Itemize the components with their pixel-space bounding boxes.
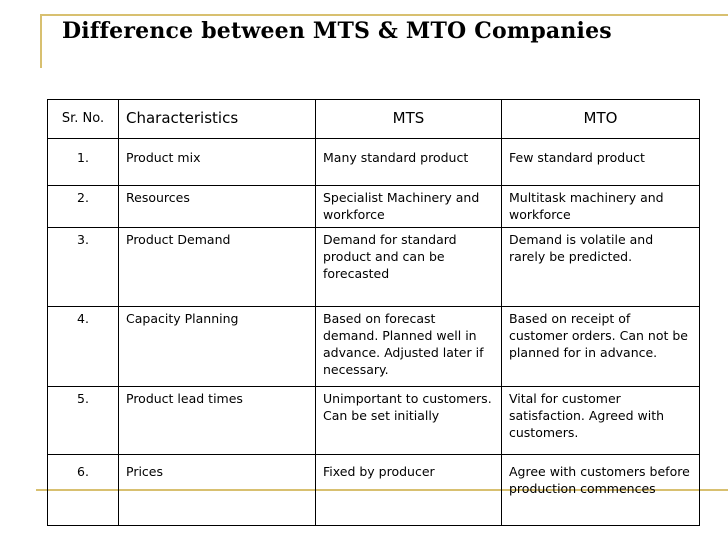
row-number: 3.	[47, 226, 119, 307]
row-mto: Demand is volatile and rarely be predict…	[501, 226, 700, 307]
row-characteristic: Product lead times	[118, 386, 316, 455]
row-mts: Many standard product	[315, 137, 502, 187]
header-sr-no: Sr. No.	[47, 99, 119, 139]
row-mto: Few standard product	[501, 137, 700, 187]
table-row: 3. Product Demand Demand for standard pr…	[47, 226, 700, 307]
row-characteristic: Product mix	[118, 137, 316, 187]
row-mto: Based on receipt of customer orders. Can…	[501, 305, 700, 388]
header-mts: MTS	[315, 99, 502, 139]
decorative-top-rule	[40, 14, 728, 16]
table-header-row: Sr. No. Characteristics MTS MTO	[47, 99, 700, 139]
row-number: 5.	[47, 386, 119, 455]
row-characteristic: Resources	[118, 185, 316, 228]
row-mts: Unimportant to customers. Can be set ini…	[315, 386, 502, 455]
row-characteristic: Capacity Planning	[118, 305, 316, 388]
slide-title: Difference between MTS & MTO Companies	[62, 18, 612, 44]
row-characteristic: Prices	[118, 453, 316, 527]
row-mts: Based on forecast demand. Planned well i…	[315, 305, 502, 388]
table-row: 1. Product mix Many standard product Few…	[47, 137, 700, 187]
header-mto: MTO	[501, 99, 700, 139]
decorative-left-rule	[40, 14, 42, 68]
row-number: 4.	[47, 305, 119, 388]
row-number: 6.	[47, 453, 119, 527]
row-mto: Agree with customers before production c…	[501, 453, 700, 527]
row-number: 1.	[47, 137, 119, 187]
row-mts: Fixed by producer	[315, 453, 502, 527]
table-row: 4. Capacity Planning Based on forecast d…	[47, 305, 700, 388]
row-mto: Multitask machinery and workforce	[501, 185, 700, 228]
table-row: 6. Prices Fixed by producer Agree with c…	[47, 453, 700, 527]
row-mts: Demand for standard product and can be f…	[315, 226, 502, 307]
comparison-table: Sr. No. Characteristics MTS MTO 1. Produ…	[47, 99, 700, 527]
row-number: 2.	[47, 185, 119, 228]
row-mto: Vital for customer satisfaction. Agreed …	[501, 386, 700, 455]
table-row: 5. Product lead times Unimportant to cus…	[47, 386, 700, 455]
row-characteristic: Product Demand	[118, 226, 316, 307]
header-characteristics: Characteristics	[118, 99, 316, 139]
row-mts: Specialist Machinery and workforce	[315, 185, 502, 228]
table-row: 2. Resources Specialist Machinery and wo…	[47, 185, 700, 228]
